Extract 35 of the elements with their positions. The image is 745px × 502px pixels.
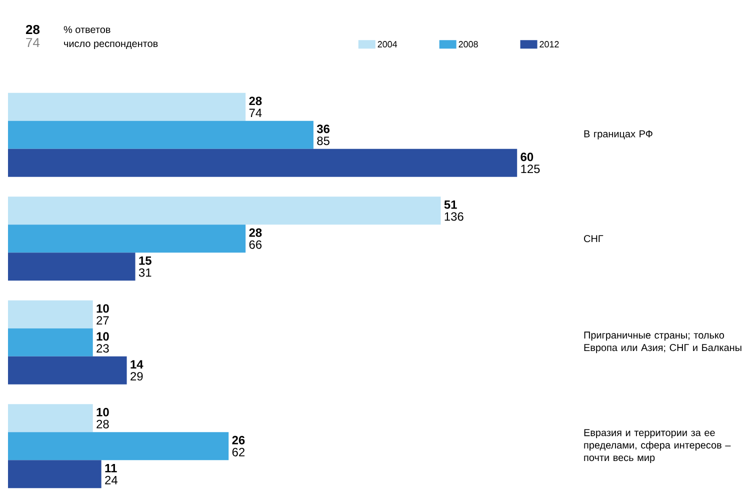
data-label: 10 27 bbox=[96, 304, 109, 325]
y-tick-label: Евразия и территории за ее пределами, сфера интересов – почти весь мир bbox=[584, 429, 731, 464]
text: % ответов bbox=[64, 26, 110, 34]
y-tick-label: Приграничные страны; только Европа или Азия; СНГ и Балканы bbox=[584, 332, 742, 354]
bar bbox=[8, 92, 246, 121]
bar bbox=[8, 432, 229, 460]
text: 28 bbox=[26, 24, 40, 34]
data-label: 28 74 bbox=[249, 96, 262, 118]
bar bbox=[8, 224, 246, 253]
data-label: 36 85 bbox=[316, 124, 330, 146]
bar bbox=[8, 356, 127, 384]
data-label: 10 23 bbox=[96, 332, 109, 353]
text: число респондентов bbox=[64, 42, 158, 50]
data-label: 26 62 bbox=[232, 436, 245, 456]
data-label: 60 125 bbox=[520, 152, 540, 174]
data-label: 10 28 bbox=[96, 408, 109, 428]
bar bbox=[8, 252, 136, 281]
bar bbox=[8, 300, 93, 328]
data-label: 15 31 bbox=[138, 256, 152, 277]
data-label: 11 24 bbox=[105, 464, 118, 484]
bar bbox=[8, 328, 93, 356]
data-label: 14 29 bbox=[130, 360, 144, 381]
text: 74 bbox=[26, 38, 40, 47]
bar bbox=[8, 196, 441, 225]
y-tick-label: В границах РФ bbox=[584, 130, 652, 140]
bar bbox=[8, 460, 102, 488]
legend-label: 2008 bbox=[458, 41, 478, 48]
data-label: 51 136 bbox=[444, 200, 464, 221]
bar bbox=[8, 404, 93, 432]
data-label: 28 66 bbox=[249, 228, 262, 249]
bar bbox=[8, 120, 314, 149]
legend-label: 2004 bbox=[378, 41, 398, 48]
bar bbox=[8, 148, 518, 177]
y-tick-label: СНГ bbox=[584, 235, 604, 242]
legend-label: 2012 bbox=[540, 41, 559, 48]
